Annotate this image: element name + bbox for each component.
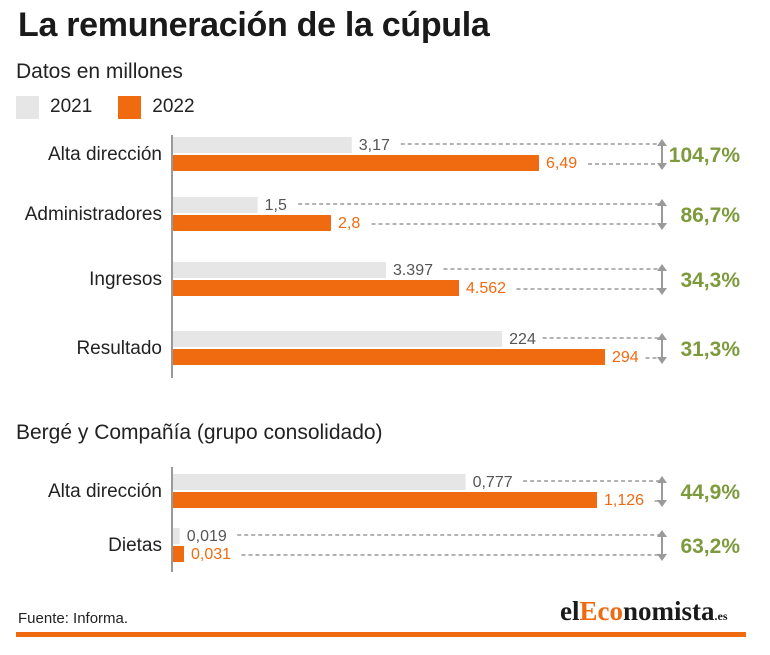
value-label-2022: 0,031 (191, 546, 231, 563)
brand-rest: nomista (623, 596, 715, 626)
source-note: Fuente: Informa. (18, 610, 129, 627)
change-arrow-head-up (657, 264, 667, 271)
bar-2021 (173, 331, 503, 347)
change-arrow-head-down (657, 500, 667, 507)
value-label-2022: 4.562 (466, 280, 506, 297)
bar-2022 (173, 215, 331, 231)
change-percent: 34,3% (680, 269, 740, 292)
legend: 2021 2022 (16, 94, 221, 120)
section-title-berge: Bergé y Compañía (grupo consolidado) (16, 421, 383, 444)
change-arrow-head-down (657, 554, 667, 561)
bar-2021 (173, 137, 352, 153)
change-percent: 63,2% (680, 535, 740, 558)
value-label-2021: 3,17 (359, 137, 390, 154)
value-label-2022: 294 (612, 349, 639, 366)
brand-highlight: Eco (579, 596, 624, 626)
value-label-2022: 1,126 (604, 492, 644, 509)
value-label-2022: 6,49 (546, 155, 577, 172)
change-arrow-head-up (657, 199, 667, 206)
bar-2022 (173, 492, 597, 508)
chart-subtitle: Datos en millones (16, 60, 183, 83)
category-label: Dietas (108, 535, 162, 556)
value-label-2022: 2,8 (338, 215, 360, 232)
legend-swatch-2021 (16, 95, 39, 119)
bar-2022 (173, 280, 459, 296)
value-label-2021: 3.397 (393, 262, 433, 279)
category-label: Alta dirección (48, 144, 162, 165)
bar-2021 (173, 197, 258, 213)
value-label-2021: 224 (509, 331, 536, 348)
change-percent: 104,7% (669, 144, 741, 167)
change-arrow-head-up (657, 139, 667, 146)
change-arrow-head-down (657, 288, 667, 295)
chart-title: La remuneración de la cúpula (18, 6, 490, 44)
category-label: Ingresos (89, 269, 162, 290)
value-label-2021: 0,777 (473, 474, 513, 491)
value-label-2021: 0,019 (187, 528, 227, 545)
bottom-rule (16, 632, 746, 637)
bar-chart: Alta dirección 3,17 6,49 104,7% Administrado… (25, 135, 741, 572)
bar-2022 (173, 155, 539, 171)
brand-prefix: el (560, 596, 580, 626)
change-arrow-head-down (657, 223, 667, 230)
legend-swatch-2022 (118, 95, 142, 119)
change-arrow-head-down (657, 357, 667, 364)
change-arrow-head-up (657, 333, 667, 340)
brand-domain: .es (714, 609, 728, 623)
change-arrow-head-down (657, 163, 667, 170)
bar-2021 (173, 262, 386, 278)
bar-2022 (173, 546, 184, 562)
bar-2021 (173, 528, 180, 544)
category-label: Resultado (76, 338, 162, 359)
change-percent: 31,3% (680, 338, 740, 361)
change-percent: 86,7% (680, 204, 740, 227)
brand-logo: elEconomista.es (560, 596, 728, 627)
category-label: Administradores (25, 204, 162, 225)
legend-label-2021: 2021 (50, 96, 93, 117)
change-percent: 44,9% (680, 481, 740, 504)
change-arrow-head-up (657, 530, 667, 537)
bar-2021 (173, 474, 466, 490)
legend-label-2022: 2022 (152, 96, 195, 117)
value-label-2021: 1,5 (265, 197, 287, 214)
change-arrow-head-up (657, 476, 667, 483)
category-label: Alta dirección (48, 481, 162, 502)
bar-2022 (173, 349, 605, 365)
